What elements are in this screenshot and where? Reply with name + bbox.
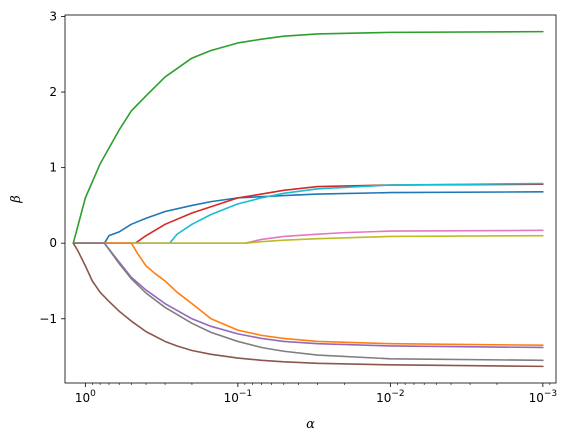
x-axis-label: α — [306, 417, 315, 432]
x-tick-exponent: −2 — [391, 389, 404, 399]
series-line-1 — [72, 30, 544, 245]
x-tick-label: 10−3 — [529, 389, 558, 405]
y-tick-label: 1 — [49, 161, 57, 175]
series-line-2 — [72, 191, 544, 245]
series-lines — [72, 30, 544, 368]
x-tick-exponent: 0 — [90, 389, 96, 399]
x-tick-exponent: −1 — [239, 389, 252, 399]
y-axis-label: β — [9, 195, 24, 204]
series-line-7 — [72, 242, 544, 347]
series-line-9 — [72, 242, 544, 362]
x-tick-exponent: −3 — [544, 389, 557, 399]
x-tick-label: 10−2 — [376, 389, 405, 405]
series-line-3 — [72, 183, 544, 245]
series-line-6 — [72, 234, 544, 245]
y-tick-label: 3 — [49, 10, 57, 24]
x-tick-base: 10 — [224, 391, 239, 405]
series-line-8 — [72, 242, 544, 349]
series-line-4 — [72, 182, 544, 245]
x-tick-label: 10−1 — [224, 389, 253, 405]
x-tick-label: 100 — [75, 389, 96, 405]
x-tick-base: 10 — [376, 391, 391, 405]
y-tick-label: 0 — [49, 236, 57, 250]
series-line-10 — [72, 242, 544, 368]
x-tick-base: 10 — [529, 391, 544, 405]
y-tick-label: 2 — [49, 85, 57, 99]
y-tick-label: −1 — [39, 312, 57, 326]
x-tick-base: 10 — [75, 391, 90, 405]
plot-frame — [64, 14, 557, 384]
